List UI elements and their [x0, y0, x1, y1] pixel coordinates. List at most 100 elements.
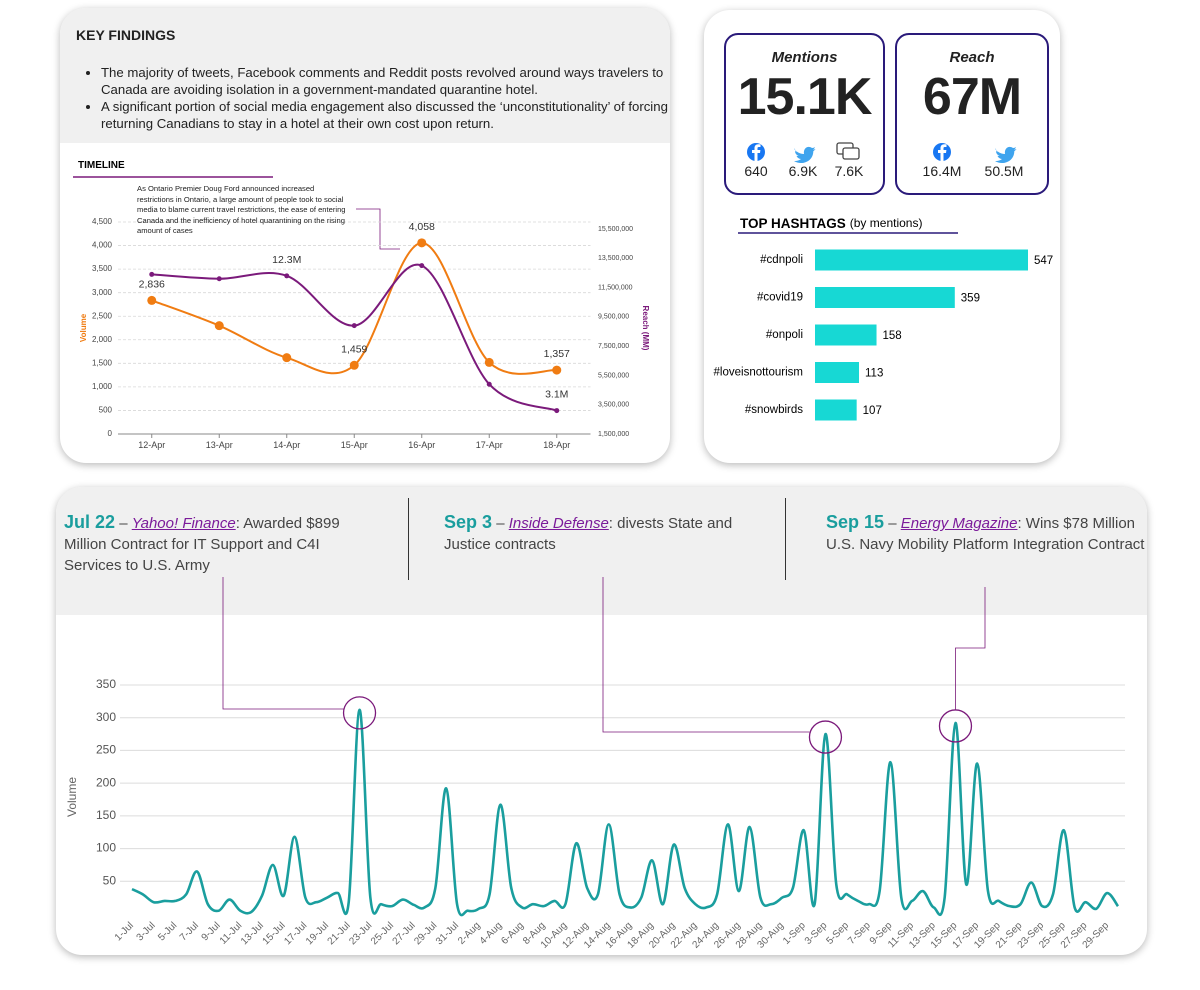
category-label: #onpoli [766, 329, 803, 341]
finding: A significant portion of social media en… [101, 98, 670, 132]
y2-axis-label: Reach (MM) [641, 306, 650, 351]
bar [815, 287, 955, 308]
hashtag-chart: TOP HASHTAGS (by mentions) #cdnpoli 547 #co… [714, 216, 1053, 421]
value-label: 3.1M [545, 389, 568, 401]
finding: The majority of tweets, Facebook comment… [101, 64, 670, 98]
x-tick-label: 11-Jul [218, 920, 245, 947]
x-tick-label: 15-Jul [261, 920, 288, 947]
callout: Jul 22 – Yahoo! Finance: Awarded $899 Mi… [64, 512, 364, 576]
annotation-connector [356, 208, 400, 250]
category-label: #loveisnottourism [714, 367, 803, 379]
bar [815, 362, 860, 383]
timeline-annotation: As Ontario Premier Doug Ford announced i… [137, 184, 346, 235]
point [486, 381, 492, 387]
category-label: #covid19 [757, 292, 803, 304]
value-label: 1,357 [544, 348, 570, 360]
point [417, 238, 427, 248]
y-tick-label: 250 [96, 743, 116, 757]
point [484, 357, 494, 367]
reach-card: Reach 67M 16.4M 50.5M [895, 33, 1049, 195]
mentions-card: Mentions 15.1K 640 6.9K 7.6K [724, 33, 885, 195]
callout-separator: – [119, 515, 128, 532]
callout-separator: – [496, 515, 505, 532]
value-label: 107 [863, 405, 882, 417]
y-tick-label: 4,000 [92, 241, 113, 250]
point [147, 295, 157, 305]
stats-panel: Mentions 15.1K 640 6.9K 7.6K Reach 67M 1… [704, 10, 1060, 463]
reach-icons [933, 143, 1017, 163]
x-tick-label: 13-Apr [206, 440, 233, 450]
y-tick-label: 0 [108, 429, 113, 438]
callout-connector [222, 577, 344, 710]
facebook-reach: 16.4M [922, 163, 962, 179]
x-tick-label: 1-Sep [781, 920, 808, 947]
point [216, 276, 222, 282]
x-tick-label: 5-Sep [824, 920, 851, 947]
highlight-circle [342, 696, 377, 730]
x-tick-label: 21-Jul [326, 920, 353, 947]
y-tick-label: 1,000 [92, 382, 113, 391]
bar [815, 324, 877, 346]
facebook-mentions: 640 [744, 163, 768, 179]
volume-chart: 50 100 150 200 250 300 350 Volume 1-Jul3-Jul5-Ju… [65, 577, 1125, 951]
source-link[interactable]: Inside Defense [508, 515, 609, 532]
source-link[interactable]: Energy Magazine [900, 515, 1018, 532]
value-label: 2,836 [139, 278, 165, 290]
value-label: 1,459 [341, 343, 367, 355]
highlight-circle [808, 720, 843, 754]
value-label: 113 [865, 368, 883, 380]
x-tick-label: 2-Aug [456, 920, 483, 947]
x-tick-label: 17-Apr [476, 440, 503, 450]
x-tick-label: 31-Jul [434, 920, 461, 947]
callout-text: : Wins $78 Million U.S. Navy Mobility Pl… [826, 515, 1145, 553]
x-tick-label: 29-Jul [412, 920, 439, 947]
mentions-value: 15.1K [737, 68, 873, 126]
point [419, 263, 425, 269]
key-findings-list: The majority of tweets, Facebook comment… [84, 64, 670, 132]
twitter-icon [995, 146, 1017, 163]
facebook-icon-f [752, 144, 761, 161]
divider [408, 498, 409, 580]
point [554, 408, 560, 414]
comments-icon [842, 147, 860, 160]
value-label: 158 [883, 330, 902, 342]
y-tick-label: 4,500 [92, 217, 113, 226]
y-tick-label: 200 [96, 775, 116, 789]
point [282, 353, 292, 363]
y2-tick-label: 7,500,000 [598, 343, 629, 350]
x-tick-label: 12-Apr [138, 440, 165, 450]
callout: Sep 15 – Energy Magazine: Wins $78 Milli… [826, 512, 1146, 555]
x-tick-label: 13-Jul [239, 920, 266, 947]
x-tick-label: 4-Aug [478, 920, 505, 947]
y-tick-label: 2,500 [92, 311, 113, 320]
y-axis-label: Volume [65, 777, 79, 817]
twitter-mentions: 6.9K [788, 163, 818, 179]
x-tick-label: 23-Jul [347, 920, 374, 947]
reach-value: 67M [922, 68, 1022, 126]
point [349, 360, 359, 370]
y-tick-label: 50 [103, 873, 117, 887]
x-tick-label: 27-Jul [391, 920, 418, 947]
y2-tick-label: 1,500,000 [598, 431, 629, 438]
y2-tick-label: 5,500,000 [598, 372, 629, 379]
y-tick-label: 150 [96, 808, 116, 822]
x-tick-label: 1-Jul [113, 920, 136, 943]
value-label: 547 [1034, 255, 1053, 267]
facebook-icon-f [938, 144, 947, 161]
y2-tick-label: 9,500,000 [598, 314, 629, 321]
hashtags-title: TOP HASHTAGS (by mentions) [740, 216, 922, 231]
x-tick-label: 7-Sep [846, 920, 873, 947]
y2-tick-label: 3,500,000 [598, 402, 629, 409]
x-tick-label: 3-Jul [135, 920, 158, 943]
x-tick-label: 7-Jul [178, 920, 201, 943]
point [552, 365, 562, 375]
y2-tick-label: 15,500,000 [598, 226, 633, 233]
x-tick-label: 17-Jul [282, 920, 309, 947]
source-link[interactable]: Yahoo! Finance [131, 515, 236, 532]
y-tick-label: 500 [99, 406, 113, 415]
reach-label: Reach [949, 49, 995, 66]
findings-header [60, 8, 670, 143]
value-label: 4,058 [409, 221, 435, 233]
callout: Sep 3 – Inside Defense: divests State an… [444, 512, 734, 555]
